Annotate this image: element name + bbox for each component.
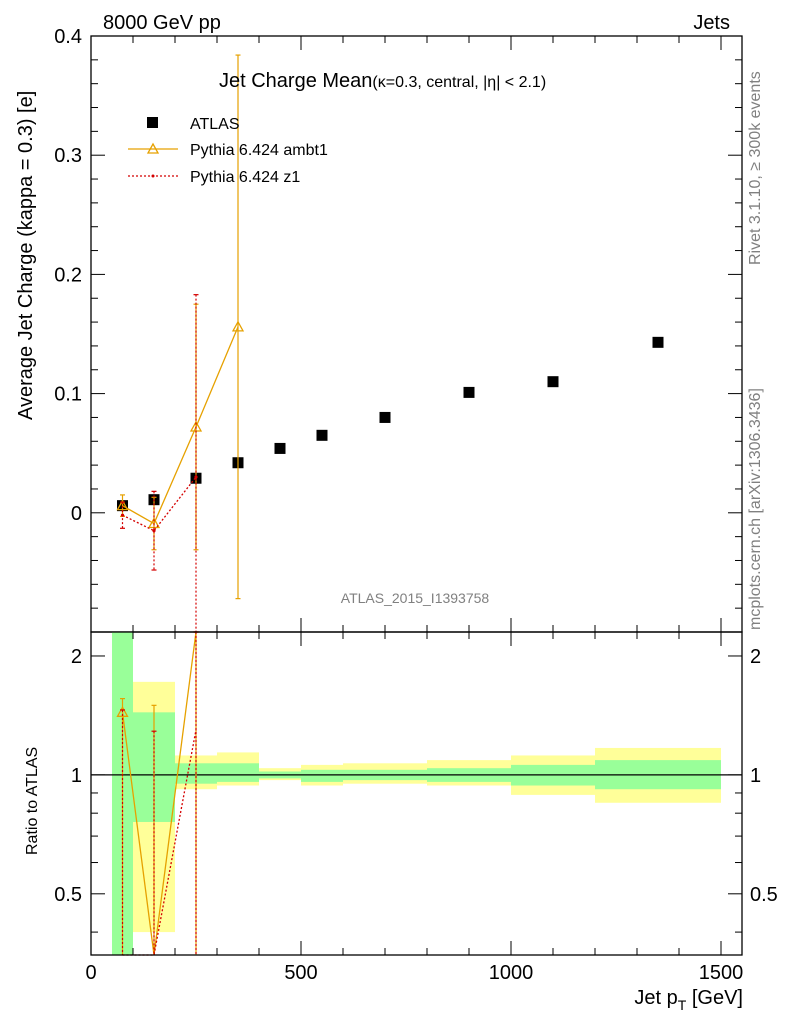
ratio-band-inner — [217, 763, 259, 782]
ratio-tick-label-right: 2 — [750, 646, 761, 668]
chart-title-suffix: (κ=0.3, central, |η| < 2.1) — [372, 74, 546, 91]
ratio-axis-label: Ratio to ATLAS — [24, 747, 41, 855]
x-axis-label: Jet pT [GeV] — [634, 987, 743, 1013]
atlas-point — [316, 429, 328, 441]
chart-title-main: Jet Charge Mean — [219, 70, 372, 92]
main-panel: 0 0.1 0.2 0.3 0.4 — [54, 26, 743, 633]
y-tick-label: 0.4 — [54, 26, 82, 48]
z1-marker — [120, 513, 125, 517]
ratio-tick-label-left: 1 — [71, 765, 82, 787]
mcplots-label: mcplots.cern.ch [arXiv:1306.3436] — [747, 388, 764, 630]
ratio-band-inner — [301, 769, 343, 782]
y-tick-label: 0.1 — [54, 384, 82, 406]
legend-label-atlas: ATLAS — [190, 116, 240, 133]
y-tick-label: 0 — [71, 503, 82, 525]
x-tick-label: 500 — [284, 962, 317, 984]
y-tick-label: 0.3 — [54, 145, 82, 167]
atlas-point — [463, 386, 475, 398]
header-left: 8000 GeV pp — [103, 12, 221, 34]
x-axis-label-unit: [GeV] — [686, 987, 743, 1009]
ratio-tick-label-right: 0.5 — [750, 884, 778, 906]
ratio-frame — [90, 631, 743, 956]
ratio-tick-label-right: 1 — [750, 765, 761, 787]
atlas-point — [547, 376, 559, 388]
x-axis-label-main: Jet p — [634, 987, 677, 1009]
ratio-tick-label-left: 0.5 — [54, 884, 82, 906]
y-axis-label: Average Jet Charge (kappa = 0.3) [e] — [15, 91, 37, 420]
x-tick-label: 1500 — [699, 962, 744, 984]
atlas-point — [652, 336, 664, 348]
x-tick-label: 0 — [85, 962, 96, 984]
ambt1-marker — [231, 320, 245, 332]
x-tick-label: 1000 — [489, 962, 534, 984]
legend-label-ambt1: Pythia 6.424 ambt1 — [190, 142, 328, 159]
atlas-point — [379, 411, 391, 423]
z1-marker — [152, 529, 156, 533]
z1-marker — [194, 475, 198, 479]
chart-title: Jet Charge Mean(κ=0.3, central, |η| < 2.… — [219, 70, 546, 92]
ratio-panel: 0 500 1000 1500 0.5 0.5 1 1 2 2 — [54, 631, 778, 984]
legend-marker-ambt1 — [146, 142, 160, 154]
header-right: Jets — [693, 12, 730, 34]
x-axis-label-sub: T — [678, 997, 687, 1013]
legend-label-z1: Pythia 6.424 z1 — [190, 169, 300, 186]
ratio-tick-label-left: 2 — [71, 646, 82, 668]
legend-marker-atlas — [147, 117, 158, 128]
ambt1-marker — [116, 499, 129, 511]
z1-line — [122, 476, 197, 532]
y-tick-label: 0.2 — [54, 264, 82, 286]
ambt1-line — [122, 326, 239, 525]
rivet-label: Rivet 3.1.10, ≥ 300k events — [747, 71, 764, 265]
main-frame — [90, 35, 743, 633]
z1-ratio-line — [122, 729, 197, 956]
legend-marker-z1 — [151, 174, 155, 178]
analysis-id: ATLAS_2015_I1393758 — [341, 590, 490, 606]
legend: ATLAS Pythia 6.424 ambt1 Pythia 6.424 z1 — [128, 116, 328, 186]
atlas-point — [274, 442, 286, 454]
